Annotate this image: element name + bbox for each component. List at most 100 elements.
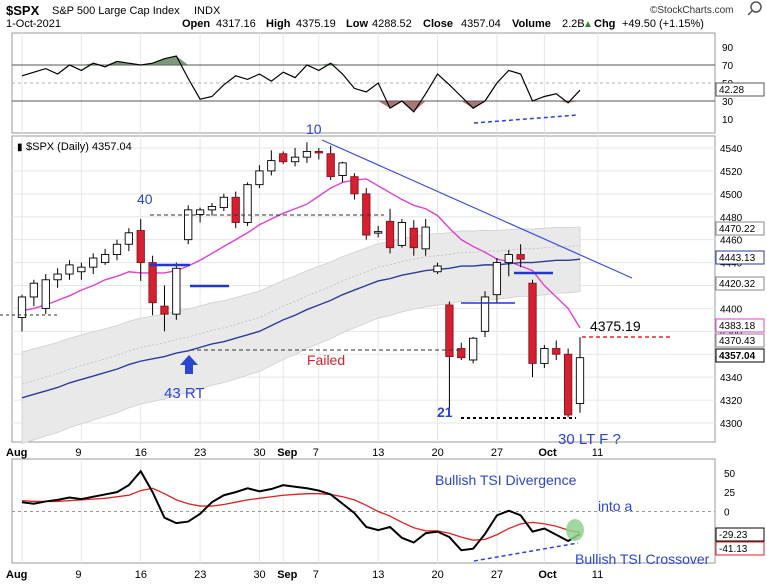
brand-label: ©StockCharts.com — [650, 5, 734, 16]
wave-30-label: 30 LT F ? — [558, 431, 621, 448]
tsi-a-badge-box — [715, 527, 765, 542]
rsi-badge: 42.28 — [715, 82, 765, 97]
candle-body — [112, 243, 122, 256]
bollinger-band-area — [21, 226, 581, 445]
candle-body — [29, 282, 39, 298]
ma-upper-b-badge-box — [715, 250, 765, 265]
moving-average-lines — [21, 178, 581, 399]
volume-value: 2.2B — [562, 18, 585, 30]
candle-body — [563, 353, 573, 416]
bullish-divergence-label: Bullish TSI Divergence — [435, 472, 577, 488]
ma-upper-b-badge: 4443.13 — [715, 250, 765, 265]
high-value: 4375.19 — [296, 18, 336, 30]
magnifier-icon[interactable] — [747, 1, 762, 16]
bollinger-band — [21, 226, 581, 445]
failed-label: Failed — [307, 352, 345, 368]
close-label: Close — [423, 18, 453, 30]
candle-body — [279, 153, 288, 163]
chart-annotations — [0, 114, 672, 562]
candle-body — [528, 282, 537, 364]
value-badges: 42.28 4470.22 4443.13 4420.32 4383.18 4370.43… — [715, 82, 765, 556]
ema-badge: 4383.18 — [715, 318, 765, 333]
price-tick-label: 4460 — [720, 236, 743, 247]
candle-body — [516, 254, 525, 260]
candle-body — [421, 226, 430, 250]
time-tick-label: Aug — [6, 569, 27, 581]
chg-arrow-icon: ▲ — [583, 19, 593, 30]
candle-body — [100, 254, 110, 264]
price-tick-label: 4340 — [720, 373, 743, 384]
rsi-panel — [11, 32, 716, 134]
candle-body — [409, 227, 418, 249]
time-tick-label: Oct — [538, 447, 557, 459]
rsi-tick-label: 10 — [722, 115, 734, 126]
candle-body — [314, 150, 323, 154]
ma-upper-b-badge-text: 4443.13 — [719, 253, 756, 264]
tsi-b-badge-box — [715, 541, 765, 556]
candle-body — [397, 222, 407, 246]
price-tick-label: 4520 — [720, 167, 743, 178]
ma-low-badge-box — [715, 333, 765, 348]
candlestick-series — [17, 142, 585, 418]
ema-line — [21, 178, 581, 329]
candle-body — [480, 296, 490, 332]
chg-label: Chg — [594, 18, 615, 30]
candle-body — [53, 273, 62, 281]
price-mark-label: 4375.19 — [590, 318, 641, 334]
bullish-crossover-label: Bullish TSI Crossover — [575, 551, 710, 567]
price-badge-text: 4357.04 — [719, 351, 756, 362]
candle-body — [136, 230, 145, 264]
open-value: 4317.16 — [216, 18, 256, 30]
rsi-divergence-line — [473, 114, 579, 124]
wave-10-label: 10 — [306, 121, 322, 137]
candle-body — [255, 170, 264, 186]
tsi-b-badge: -41.13 — [715, 541, 765, 556]
tsi-a-badge: -29.23 — [715, 527, 765, 542]
ma-low-badge-text: 4370.43 — [719, 336, 756, 347]
exchange-label: INDX — [194, 5, 221, 17]
candle-body — [575, 357, 585, 404]
candle-body — [540, 348, 549, 364]
time-tick-label: Oct — [538, 569, 557, 581]
rsi-overbought-fill — [22, 56, 580, 65]
tsi-b-badge-text: -41.13 — [719, 544, 748, 555]
time-tick-label: 20 — [432, 569, 444, 581]
time-tick-label: 13 — [372, 447, 384, 459]
candle-body — [504, 254, 513, 264]
candle-body — [207, 205, 217, 211]
ma-upper-a-badge-box — [715, 221, 765, 236]
candle-body — [160, 305, 169, 315]
price-tick-label: 4540 — [720, 144, 743, 155]
candle-body — [267, 160, 276, 172]
sma-line — [21, 258, 581, 399]
time-tick-label: 23 — [194, 447, 206, 459]
price-tick-label: 4320 — [720, 396, 743, 407]
ma-upper-a-badge: 4470.22 — [715, 221, 765, 236]
index-name: S&P 500 Large Cap Index — [52, 5, 180, 17]
tsi-a-badge-text: -29.23 — [719, 530, 748, 541]
date-label: 1-Oct-2021 — [6, 18, 61, 30]
tsi-divergence-line — [473, 542, 579, 562]
bb-mid-badge-box — [715, 276, 765, 291]
time-tick-label: 11 — [592, 569, 603, 581]
low-label: Low — [346, 18, 368, 30]
time-tick-label: Aug — [6, 447, 27, 459]
time-tick-label: 7 — [313, 447, 319, 459]
candle-body — [302, 150, 312, 158]
candle-body — [195, 209, 205, 215]
candle-body — [326, 153, 335, 178]
candle-body — [492, 262, 502, 296]
candle-body — [469, 337, 478, 361]
wave-21-label: 21 — [437, 404, 453, 420]
tsi-tick-label: 50 — [724, 469, 736, 480]
time-tick-label: 20 — [432, 447, 444, 459]
candle-body — [172, 267, 181, 315]
candle-body — [184, 209, 193, 241]
low-value: 4288.52 — [372, 18, 412, 30]
time-tick-label: 27 — [491, 569, 503, 581]
time-tick-label: 7 — [313, 569, 319, 581]
rsi-tick-label: 70 — [722, 61, 734, 72]
ma-low-badge: 4370.43 — [715, 333, 765, 348]
time-tick-label: 13 — [372, 569, 384, 581]
